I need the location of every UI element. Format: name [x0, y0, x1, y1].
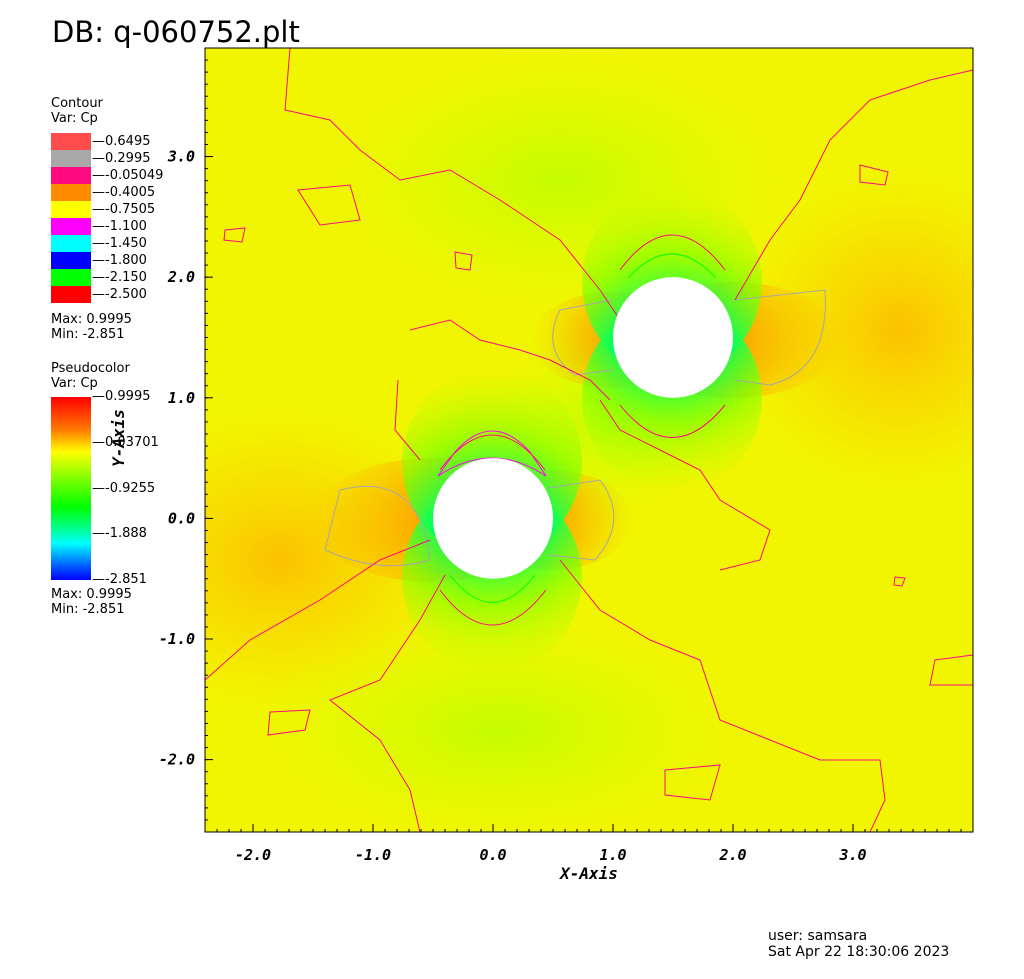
- contour-swatch: [51, 269, 91, 286]
- cylinder-obstacle: [433, 458, 553, 579]
- x-tick-label: 0.0: [479, 846, 506, 864]
- pseudocolor-legend-max: Max: 0.9995: [51, 587, 132, 602]
- x-tick-label: 2.0: [718, 846, 746, 864]
- contour-line: [437, 430, 547, 477]
- contour-level-label: —-1.450: [92, 236, 147, 251]
- suction-zone: [402, 367, 582, 557]
- pseudocolor-tick-label: —0.03701: [92, 434, 159, 450]
- contour-line: [284, 48, 621, 321]
- contour-line: [734, 69, 973, 301]
- contour-island: [223, 227, 246, 243]
- contour-island: [454, 251, 473, 271]
- contour-line: [394, 379, 421, 461]
- pseudocolor-colorbar: [51, 397, 91, 580]
- y-tick-label: -2.0: [159, 751, 195, 769]
- field-background: [205, 48, 973, 832]
- x-tick-label: -2.0: [235, 846, 271, 864]
- contour-legend-heading: Contour: [51, 96, 103, 111]
- footer-info: user: samsara Sat Apr 22 18:30:06 2023: [768, 928, 949, 960]
- contour-swatch: [51, 218, 91, 235]
- contour-level-label: —-0.7505: [92, 202, 156, 217]
- contour-line: [205, 539, 431, 681]
- contour-line: [619, 234, 726, 271]
- contour-line: [449, 574, 536, 603]
- pseudocolor-legend-heading: Pseudocolor: [51, 361, 130, 376]
- pseudocolor-tick-label: —-0.9255: [92, 480, 156, 496]
- green-region: [310, 48, 810, 320]
- footer-date: Sat Apr 22 18:30:06 2023: [768, 944, 950, 960]
- stagnation-zone: [622, 282, 842, 398]
- contour-swatch: [51, 235, 91, 252]
- contour-line: [439, 589, 547, 626]
- contour-line: [324, 485, 431, 567]
- contour-lines: [205, 48, 973, 832]
- field-layer: [205, 48, 973, 832]
- contour-island: [664, 764, 721, 801]
- contour-line: [619, 404, 726, 438]
- stagnation-zone: [312, 458, 552, 582]
- contour-line: [559, 559, 886, 832]
- y-tick-label: 3.0: [167, 148, 195, 166]
- contour-legend-min: Min: -2.851: [51, 327, 125, 342]
- contour-swatch: [51, 133, 91, 150]
- contour-island: [929, 654, 973, 686]
- contour-level-label: —-2.150: [92, 270, 147, 285]
- contour-legend-var: Var: Cp: [51, 111, 98, 126]
- pseudocolor-tick-label: —-2.851: [92, 572, 147, 587]
- contour-level-label: —0.2995: [92, 151, 151, 166]
- x-tick-label: 1.0: [599, 846, 626, 864]
- y-tick-label: 2.0: [167, 268, 195, 286]
- y-tick-label: 1.0: [168, 389, 195, 407]
- contour-swatch: [51, 184, 91, 201]
- contour-line: [627, 253, 717, 279]
- contour-line: [329, 574, 446, 832]
- y-tick-label: -1.0: [159, 630, 195, 648]
- contour-level-label: —-0.4005: [92, 185, 156, 200]
- suction-zone: [582, 187, 762, 377]
- stagnation-zone: [472, 470, 632, 570]
- plot-title: DB: q-060752.plt: [52, 15, 300, 49]
- y-tick-label: 0.0: [168, 509, 195, 527]
- warm-region: [205, 410, 470, 710]
- contour-legend-max: Max: 0.9995: [51, 312, 132, 327]
- contour-level-label: —-0.05049: [92, 168, 164, 183]
- footer-user: user: samsara: [768, 928, 868, 944]
- contour-line: [734, 289, 826, 386]
- contour-island: [859, 164, 889, 186]
- x-tick-label: -1.0: [355, 846, 391, 864]
- contour-level-label: —-1.100: [92, 219, 147, 234]
- contour-swatch: [51, 252, 91, 269]
- warm-region: [730, 170, 973, 490]
- green-region: [240, 610, 760, 832]
- pseudocolor-legend-min: Min: -2.851: [51, 602, 125, 617]
- contour-swatch: [51, 286, 91, 303]
- contour-level-label: —0.6495: [92, 134, 151, 149]
- contour-island: [267, 709, 311, 736]
- cylinder-obstacle: [613, 277, 733, 398]
- x-axis-label: X-Axis: [558, 864, 618, 883]
- contour-swatch: [51, 167, 91, 184]
- green-region: [490, 310, 710, 530]
- contour-level-label: —-2.500: [92, 287, 147, 302]
- contour-line: [409, 319, 611, 401]
- contour-level-label: —-1.800: [92, 253, 147, 268]
- pseudocolor-tick-label: —0.9995: [92, 389, 151, 404]
- contour-swatch: [51, 201, 91, 218]
- contour-line: [439, 434, 546, 471]
- contour-swatch: [51, 150, 91, 167]
- contour-island: [297, 184, 361, 226]
- contour-line: [547, 479, 615, 561]
- pseudocolor-legend-var: Var: Cp: [51, 376, 98, 391]
- contour-line: [599, 399, 771, 571]
- contour-island: [893, 576, 906, 587]
- x-tick-label: 3.0: [838, 846, 866, 864]
- contour-line: [552, 299, 613, 376]
- pseudocolor-tick-label: —-1.888: [92, 526, 147, 542]
- suction-zone: [402, 483, 582, 673]
- stagnation-zone: [532, 292, 692, 388]
- suction-zone: [582, 303, 762, 493]
- plot-frame: [204, 47, 974, 833]
